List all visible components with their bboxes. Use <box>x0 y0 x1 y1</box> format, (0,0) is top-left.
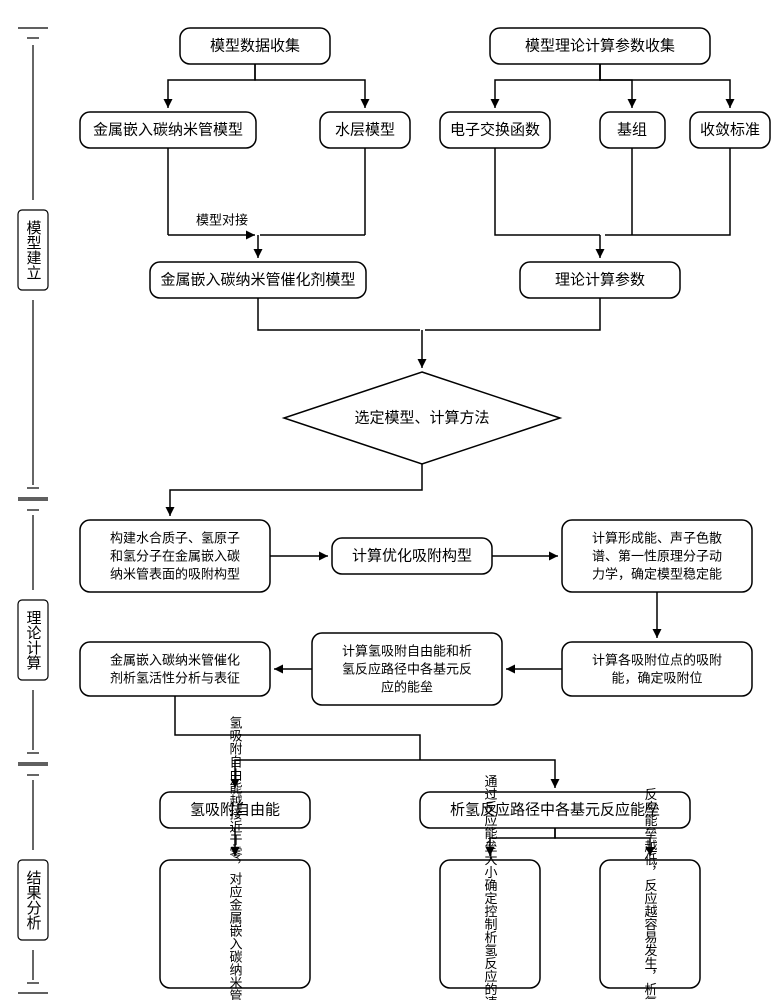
decision-label: 选定模型、计算方法 <box>354 409 489 427</box>
node-l2-label: 水层模型 <box>335 122 395 139</box>
res-v3-txt: 反应能垒越低，反应越容易发生，析氢活性越高 <box>643 788 658 1000</box>
svg-text:谱、第一性原理分子动: 谱、第一性原理分子动 <box>592 549 722 564</box>
svg-text:能，确定吸附位: 能，确定吸附位 <box>611 671 702 686</box>
node-lmerge-label: 金属嵌入碳纳米管催化剂模型 <box>160 272 355 289</box>
svg-text:构建水合质子、氢原子: 构建水合质子、氢原子 <box>110 531 240 546</box>
node-c2-label: 计算优化吸附构型 <box>352 547 472 565</box>
svg-text:剂析氢活性分析与表征: 剂析氢活性分析与表征 <box>110 671 240 686</box>
node-r2-label: 基组 <box>617 122 647 139</box>
node-rmerge-label: 理论计算参数 <box>555 271 645 289</box>
svg-text:计算各吸附位点的吸附: 计算各吸附位点的吸附 <box>592 653 722 668</box>
node-c6 <box>80 642 270 696</box>
phase-result: 结果分析 <box>18 765 48 993</box>
phase-model: 模型建立 <box>18 28 48 498</box>
phase-label-1: 模型建立 <box>25 220 42 280</box>
svg-text:和氢分子在金属嵌入碳: 和氢分子在金属嵌入碳 <box>110 549 240 564</box>
node-r3-label: 收敛标准 <box>700 122 760 139</box>
node-top-r-label: 模型理论计算参数收集 <box>525 37 675 55</box>
svg-text:计算氢吸附自由能和析: 计算氢吸附自由能和析 <box>342 644 472 659</box>
svg-text:金属嵌入碳纳米管催化: 金属嵌入碳纳米管催化 <box>110 653 240 668</box>
node-l1-label: 金属嵌入碳纳米管模型 <box>93 122 243 139</box>
node-r1-label: 电子交换函数 <box>450 121 540 139</box>
svg-text:计算形成能、声子色散: 计算形成能、声子色散 <box>592 531 722 546</box>
svg-text:氢反应路径中各基元反: 氢反应路径中各基元反 <box>342 662 472 677</box>
node-top-l-label: 模型数据收集 <box>210 38 300 55</box>
svg-text:力学，确定模型稳定能: 力学，确定模型稳定能 <box>592 567 722 582</box>
phase-label-2: 理论计算 <box>25 610 42 670</box>
node-c4 <box>562 642 752 696</box>
dock-label: 模型对接 <box>196 213 248 228</box>
svg-text:纳米管表面的吸附构型: 纳米管表面的吸附构型 <box>110 567 240 582</box>
phase-label-3: 结果分析 <box>25 870 42 930</box>
res-v2-txt: 通过反应能垒大小确定控制析氢反应的速率控制步骤 <box>483 775 498 1000</box>
res-v1-txt: 氢吸附自由能越接近于零，对应金属嵌入碳纳米管催化剂的析氢活性越高 <box>228 716 243 1000</box>
phase-calc: 理论计算 <box>18 500 48 763</box>
node-resr-label: 析氢反应路径中各基元反应能垒 <box>450 801 660 819</box>
svg-text:应的能垒: 应的能垒 <box>381 680 433 695</box>
